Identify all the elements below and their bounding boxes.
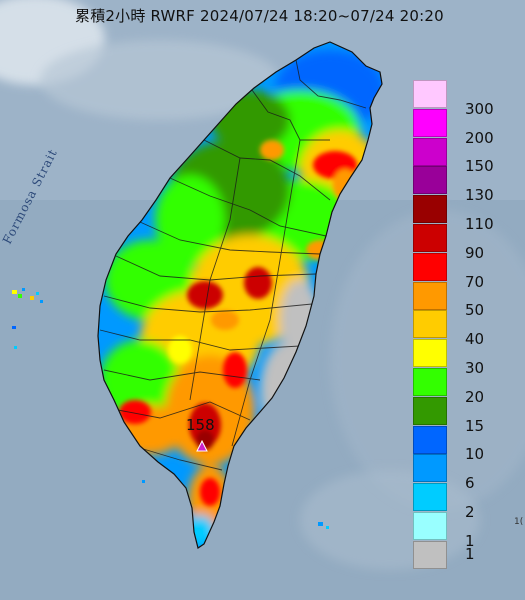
legend-swatch bbox=[413, 512, 447, 540]
legend-label: 30 bbox=[465, 359, 485, 377]
legend-label: 6 bbox=[465, 474, 475, 493]
legend-label: 130 bbox=[465, 186, 494, 205]
edge-text: 1( bbox=[514, 517, 524, 527]
map-title: 累積2小時 RWRF 2024/07/24 18:20~07/24 20:20 bbox=[75, 7, 444, 25]
legend-label: 150 bbox=[465, 157, 494, 176]
rainfall-legend: 300 200 150 130 110 90 70 50 40 30 20 15 10 6 2 1 1 bbox=[413, 80, 519, 570]
cloud-patch bbox=[40, 40, 280, 120]
legend-label: 40 bbox=[465, 330, 485, 349]
legend-swatch bbox=[413, 224, 447, 252]
legend-swatch bbox=[413, 310, 447, 339]
legend-swatch bbox=[413, 483, 447, 512]
legend-label: 50 bbox=[465, 301, 485, 320]
legend-label: 10 bbox=[465, 445, 485, 464]
legend-label: 1 bbox=[465, 531, 475, 550]
legend-label: 200 bbox=[465, 128, 494, 147]
taiwan-coastline bbox=[97, 41, 383, 549]
legend-swatch bbox=[413, 252, 447, 281]
legend-label: 300 bbox=[465, 99, 494, 118]
county-boundaries bbox=[99, 59, 367, 471]
legend-swatch bbox=[413, 540, 447, 569]
legend-swatch bbox=[413, 195, 447, 224]
triangle-marker-icon bbox=[196, 440, 208, 452]
legend-label: 1 bbox=[465, 544, 475, 563]
legend-swatch bbox=[413, 454, 447, 483]
legend-swatch bbox=[413, 425, 447, 454]
legend-swatch bbox=[413, 396, 447, 425]
max-rainfall-value: 158 bbox=[186, 416, 215, 434]
legend-swatch bbox=[413, 281, 447, 310]
legend-label: 90 bbox=[465, 243, 485, 262]
legend-label: 20 bbox=[465, 387, 485, 406]
legend-label: 110 bbox=[465, 215, 494, 233]
legend-label: 15 bbox=[465, 416, 485, 435]
legend-swatch bbox=[413, 108, 447, 137]
legend-label: 2 bbox=[465, 503, 475, 521]
legend-swatch bbox=[413, 166, 447, 195]
offshore-rain-specks bbox=[12, 288, 329, 529]
legend-label: 70 bbox=[465, 272, 485, 291]
legend-swatch bbox=[413, 368, 447, 396]
legend-swatch bbox=[413, 80, 447, 108]
legend-swatch bbox=[413, 339, 447, 368]
legend-swatch bbox=[413, 137, 447, 166]
